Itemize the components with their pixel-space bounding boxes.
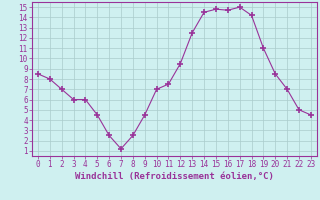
X-axis label: Windchill (Refroidissement éolien,°C): Windchill (Refroidissement éolien,°C) <box>75 172 274 181</box>
